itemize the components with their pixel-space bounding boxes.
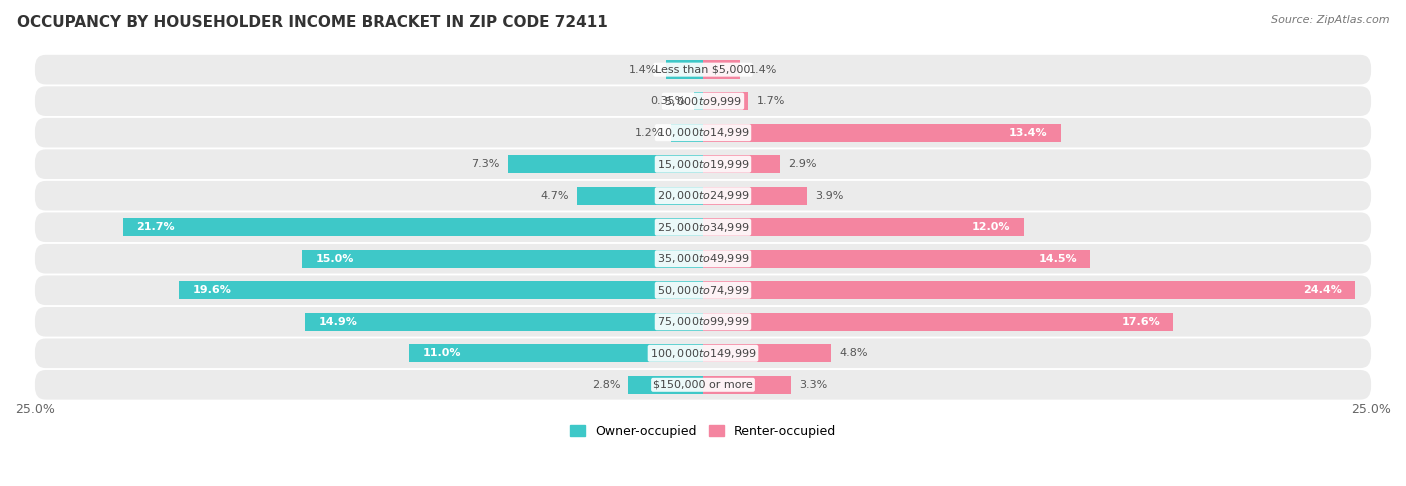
FancyBboxPatch shape: [35, 276, 1371, 305]
Text: $10,000 to $14,999: $10,000 to $14,999: [657, 126, 749, 139]
Text: Less than $5,000: Less than $5,000: [655, 65, 751, 75]
FancyBboxPatch shape: [35, 181, 1371, 210]
Bar: [578, 187, 703, 205]
Bar: [703, 344, 831, 363]
Text: 3.3%: 3.3%: [799, 380, 828, 390]
Legend: Owner-occupied, Renter-occupied: Owner-occupied, Renter-occupied: [565, 420, 841, 443]
Text: 1.7%: 1.7%: [756, 96, 785, 106]
Bar: [703, 155, 780, 174]
Bar: [703, 92, 748, 110]
Bar: [703, 376, 792, 394]
Text: $50,000 to $74,999: $50,000 to $74,999: [657, 284, 749, 297]
Text: 24.4%: 24.4%: [1303, 285, 1341, 295]
Bar: [693, 92, 703, 110]
Bar: [703, 281, 1355, 299]
Text: 2.9%: 2.9%: [789, 159, 817, 169]
Text: 4.7%: 4.7%: [541, 191, 569, 201]
Text: 1.4%: 1.4%: [630, 65, 658, 75]
Text: 11.0%: 11.0%: [422, 348, 461, 358]
Bar: [703, 312, 1174, 331]
Bar: [409, 344, 703, 363]
Text: $20,000 to $24,999: $20,000 to $24,999: [657, 189, 749, 202]
FancyBboxPatch shape: [35, 55, 1371, 85]
Bar: [305, 312, 703, 331]
Text: 1.4%: 1.4%: [748, 65, 776, 75]
Text: 4.8%: 4.8%: [839, 348, 868, 358]
FancyBboxPatch shape: [35, 118, 1371, 147]
Text: $100,000 to $149,999: $100,000 to $149,999: [650, 347, 756, 360]
FancyBboxPatch shape: [35, 307, 1371, 337]
Text: 19.6%: 19.6%: [193, 285, 232, 295]
Text: 13.4%: 13.4%: [1010, 128, 1047, 138]
Bar: [703, 60, 741, 79]
Text: 14.5%: 14.5%: [1039, 254, 1077, 264]
Bar: [703, 123, 1062, 142]
Text: 1.2%: 1.2%: [634, 128, 662, 138]
FancyBboxPatch shape: [35, 244, 1371, 274]
Text: 2.8%: 2.8%: [592, 380, 620, 390]
Bar: [703, 218, 1024, 236]
Text: Source: ZipAtlas.com: Source: ZipAtlas.com: [1271, 15, 1389, 25]
Text: 12.0%: 12.0%: [972, 222, 1011, 232]
Bar: [302, 250, 703, 268]
Text: 7.3%: 7.3%: [471, 159, 501, 169]
FancyBboxPatch shape: [35, 149, 1371, 179]
FancyBboxPatch shape: [35, 87, 1371, 116]
Text: 15.0%: 15.0%: [315, 254, 354, 264]
Text: $25,000 to $34,999: $25,000 to $34,999: [657, 221, 749, 234]
FancyBboxPatch shape: [35, 370, 1371, 399]
Bar: [665, 60, 703, 79]
Bar: [508, 155, 703, 174]
Text: 3.9%: 3.9%: [815, 191, 844, 201]
Text: 17.6%: 17.6%: [1121, 317, 1160, 327]
Text: OCCUPANCY BY HOUSEHOLDER INCOME BRACKET IN ZIP CODE 72411: OCCUPANCY BY HOUSEHOLDER INCOME BRACKET …: [17, 15, 607, 30]
Text: $150,000 or more: $150,000 or more: [654, 380, 752, 390]
Text: $5,000 to $9,999: $5,000 to $9,999: [664, 95, 742, 108]
Bar: [671, 123, 703, 142]
Bar: [703, 250, 1091, 268]
Text: $35,000 to $49,999: $35,000 to $49,999: [657, 252, 749, 265]
Text: 0.35%: 0.35%: [651, 96, 686, 106]
Bar: [179, 281, 703, 299]
Bar: [703, 187, 807, 205]
Text: $15,000 to $19,999: $15,000 to $19,999: [657, 157, 749, 171]
FancyBboxPatch shape: [35, 212, 1371, 242]
Bar: [124, 218, 703, 236]
Text: $75,000 to $99,999: $75,000 to $99,999: [657, 315, 749, 328]
Bar: [628, 376, 703, 394]
FancyBboxPatch shape: [35, 338, 1371, 368]
Text: 14.9%: 14.9%: [318, 317, 357, 327]
Text: 21.7%: 21.7%: [136, 222, 176, 232]
